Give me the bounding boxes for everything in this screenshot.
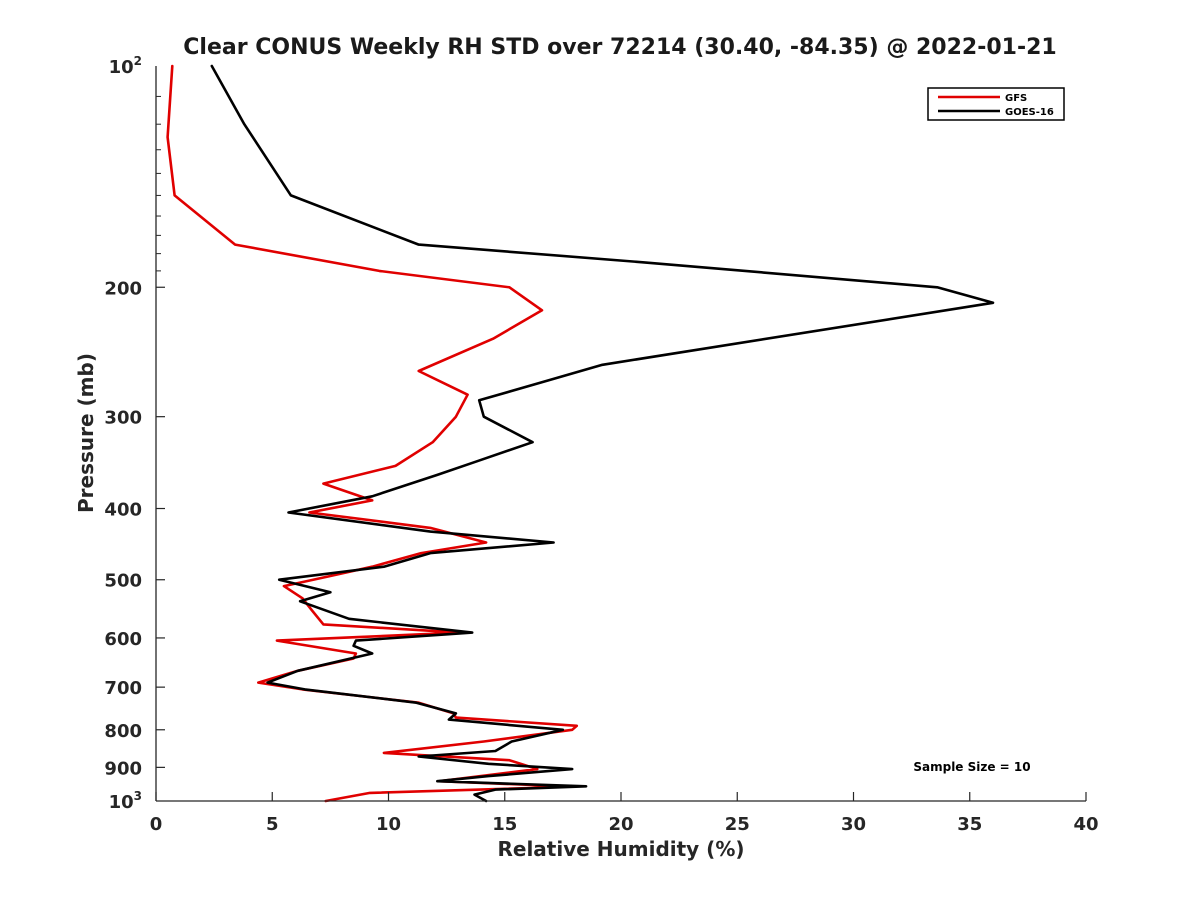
x-tick-label: 10: [376, 814, 401, 835]
x-tick-label: 25: [725, 814, 750, 835]
x-tick-label: 35: [957, 814, 982, 835]
y-tick-label: 200: [104, 278, 142, 299]
x-tick-label: 0: [150, 814, 163, 835]
series-layer: [166, 64, 995, 803]
chart-title: Clear CONUS Weekly RH STD over 72214 (30…: [183, 35, 1056, 60]
y-tick-label: 500: [104, 571, 142, 592]
y-tick-label: 800: [104, 721, 142, 742]
x-tick-label: 5: [266, 814, 279, 835]
x-tick-label: 30: [841, 814, 866, 835]
y-tick-label: 300: [104, 408, 142, 429]
legend-box: [927, 87, 1065, 121]
ticks-layer: 0 5 10 15 20 25 30 35 40 200 300 400 500 600 700 800 900…: [104, 54, 1098, 835]
y-tick-label: 400: [104, 500, 142, 521]
legend-label: GFS: [1005, 93, 1027, 104]
y-tick-label: 700: [104, 678, 142, 699]
x-tick-label: 40: [1073, 814, 1098, 835]
legend-label: GOES-16: [1005, 107, 1054, 118]
x-axis-label: Relative Humidity (%): [497, 837, 744, 861]
y-tick-label: 900: [104, 758, 142, 779]
y-tick-label-bottom: 103: [109, 789, 142, 813]
x-tick-label: 20: [608, 814, 633, 835]
y-axis-label: Pressure (mb): [74, 353, 98, 513]
x-tick-label: 15: [492, 814, 517, 835]
plot-area: [156, 66, 1086, 801]
sample-size-annotation: Sample Size = 10: [913, 760, 1030, 774]
legend: GFS GOES-16: [927, 87, 1065, 121]
series-line-goes-16: [210, 64, 995, 803]
y-tick-label-top: 102: [109, 54, 142, 78]
y-tick-label: 600: [104, 629, 142, 650]
